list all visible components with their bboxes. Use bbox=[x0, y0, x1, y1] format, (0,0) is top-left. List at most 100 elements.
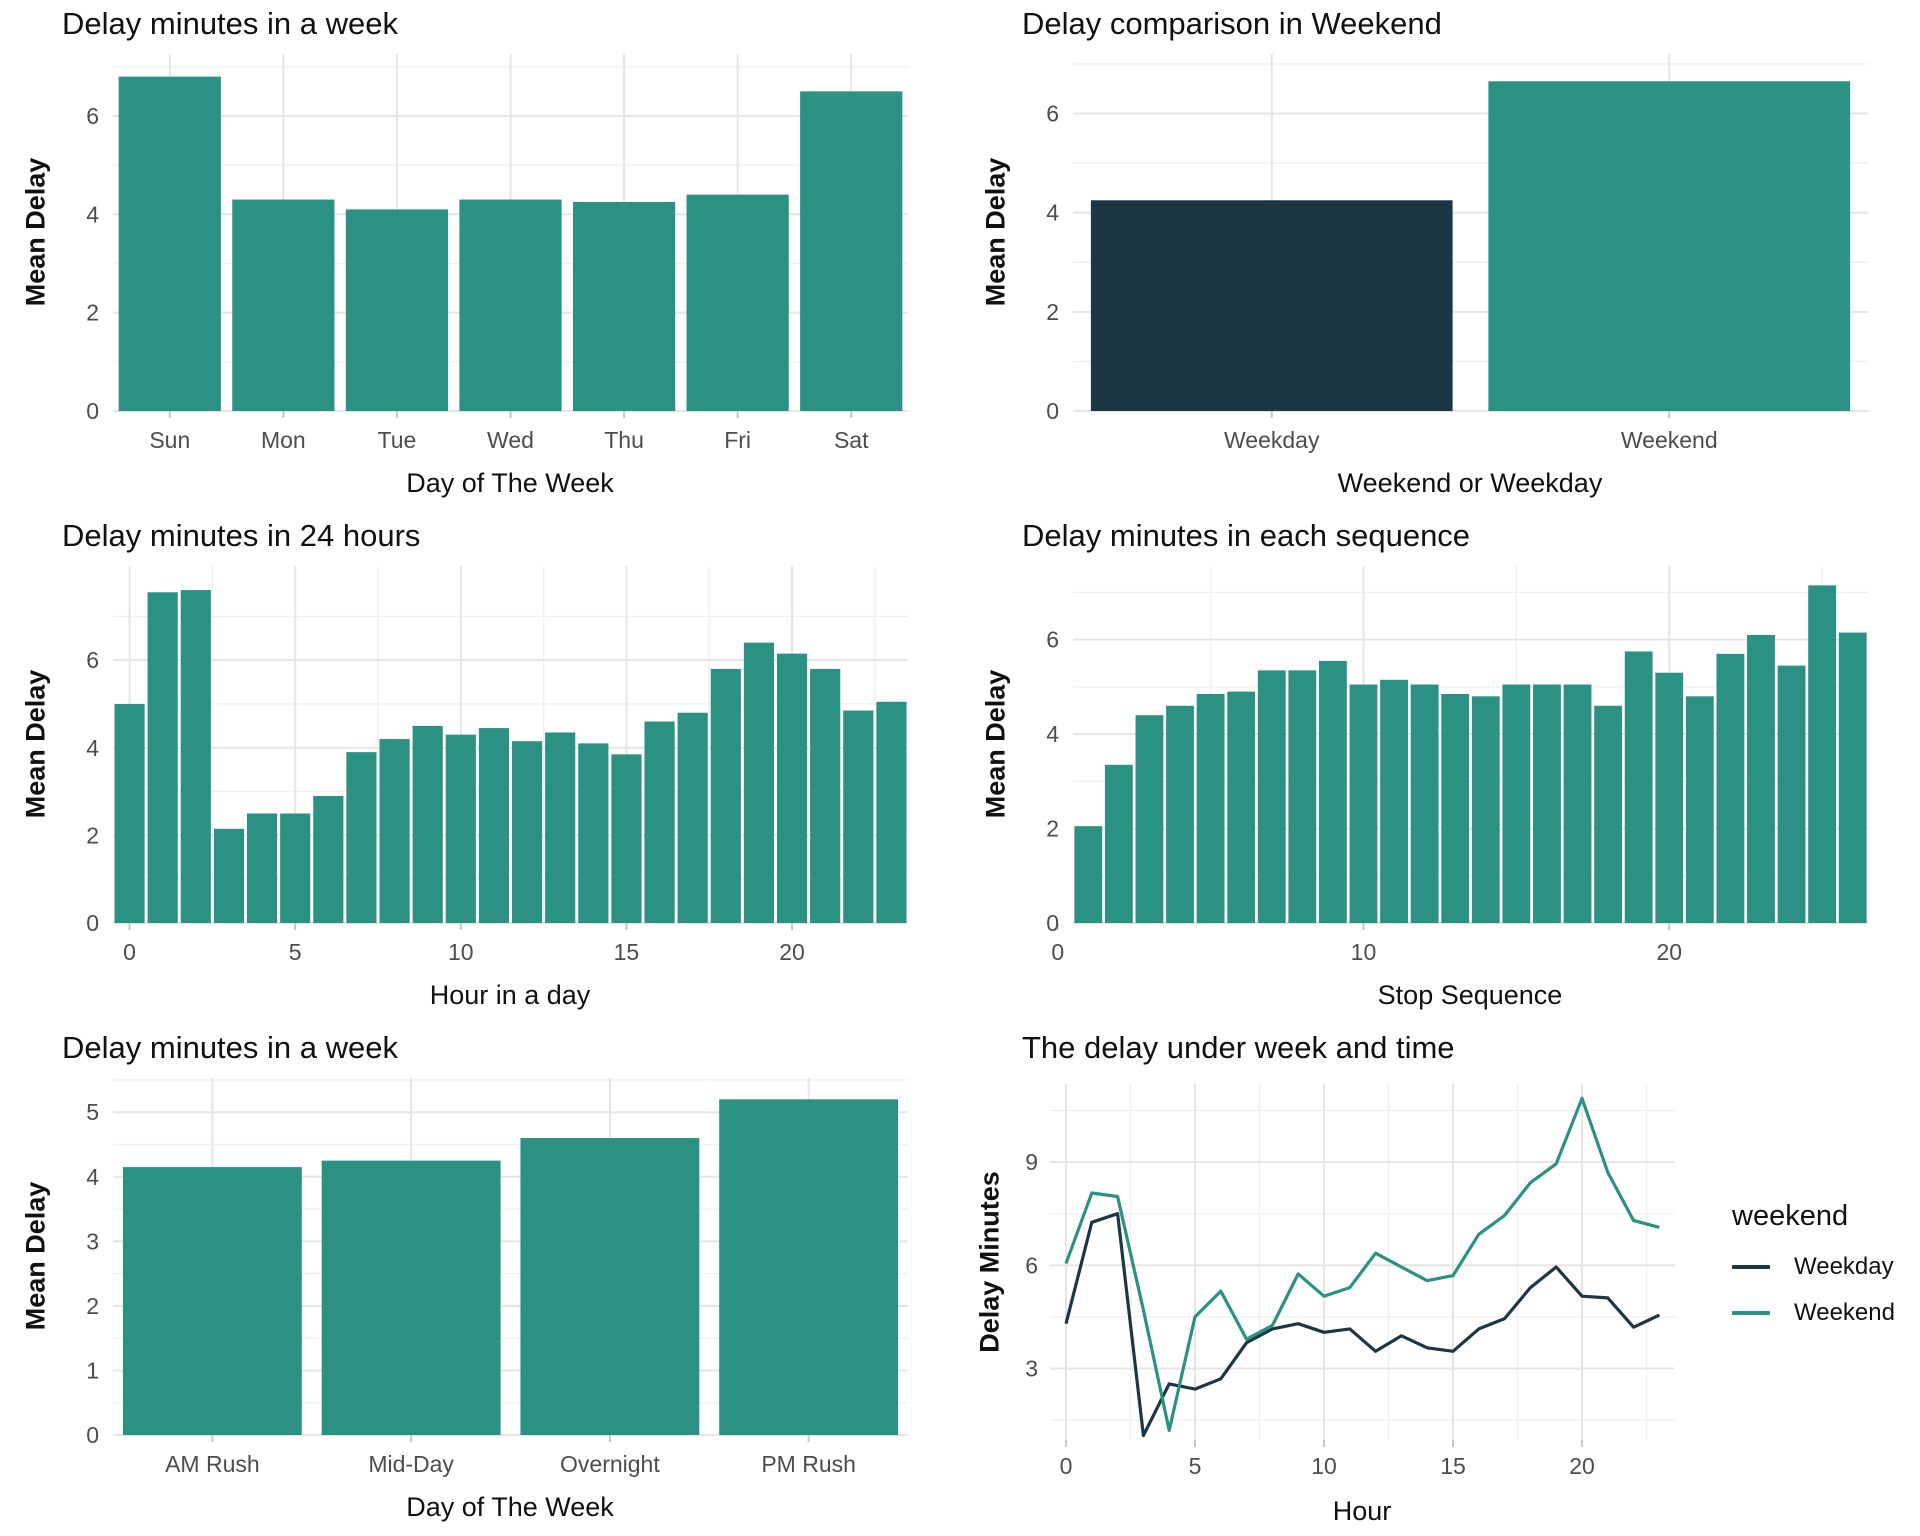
panel-delay-by-day: Delay minutes in a week Mean Delay Sun Mo… bbox=[0, 0, 960, 512]
bars-group bbox=[122, 1099, 899, 1435]
bar bbox=[776, 653, 808, 923]
svg-text:0: 0 bbox=[86, 398, 99, 424]
x-axis-title: Day of The Week bbox=[406, 468, 614, 498]
bar bbox=[1135, 715, 1164, 923]
bars-group bbox=[114, 590, 907, 923]
svg-text:Sat: Sat bbox=[834, 427, 869, 453]
bar bbox=[1777, 665, 1806, 923]
bar-chart-stop-sequence: 0 10 20 0 2 4 6 bbox=[1046, 566, 1868, 965]
svg-text:0: 0 bbox=[1051, 939, 1064, 965]
bar bbox=[743, 642, 775, 923]
legend-item-label: Weekday bbox=[1794, 1253, 1894, 1280]
bar bbox=[1624, 651, 1653, 923]
svg-text:10: 10 bbox=[1311, 1453, 1337, 1479]
bars-group bbox=[1090, 81, 1851, 411]
bar bbox=[1288, 670, 1317, 923]
svg-text:3: 3 bbox=[1025, 1355, 1038, 1381]
svg-text:0: 0 bbox=[1046, 910, 1059, 936]
legend-title: weekend bbox=[1732, 1200, 1849, 1232]
bar bbox=[346, 752, 377, 923]
panel-delay-week-and-time: The delay under week and time Delay Minu… bbox=[960, 1024, 1920, 1536]
svg-text:1: 1 bbox=[86, 1357, 99, 1383]
bar bbox=[1488, 81, 1851, 411]
svg-text:20: 20 bbox=[1656, 939, 1682, 965]
bar bbox=[1196, 693, 1225, 923]
svg-text:Sun: Sun bbox=[149, 427, 190, 453]
svg-text:4: 4 bbox=[86, 1164, 99, 1190]
svg-text:10: 10 bbox=[1351, 939, 1377, 965]
bar bbox=[1533, 684, 1561, 923]
bar bbox=[1471, 696, 1500, 923]
axis-labels: 0 10 20 0 2 4 6 bbox=[1046, 627, 1682, 965]
svg-text:0: 0 bbox=[86, 910, 99, 936]
bar bbox=[213, 828, 245, 923]
svg-text:0: 0 bbox=[123, 939, 136, 965]
bar bbox=[578, 743, 609, 923]
panel-delay-by-time-period: Delay minutes in a week Mean Delay AM Ru… bbox=[0, 1024, 960, 1536]
svg-text:4: 4 bbox=[1046, 200, 1059, 226]
svg-text:2: 2 bbox=[1046, 299, 1059, 325]
axis-labels: AM Rush Mid-Day Overnight PM Rush 0 1 2 3 4 5 bbox=[86, 1099, 856, 1477]
line-chart-week-and-time: 0 5 10 15 20 3 6 9 bbox=[1025, 1084, 1675, 1479]
bar bbox=[1685, 696, 1714, 923]
svg-text:20: 20 bbox=[1569, 1453, 1595, 1479]
chart-title: Delay minutes in a week bbox=[62, 1030, 398, 1065]
svg-text:0: 0 bbox=[1046, 398, 1059, 424]
bar bbox=[1747, 634, 1775, 923]
bar bbox=[719, 1099, 899, 1435]
svg-text:5: 5 bbox=[1189, 1453, 1202, 1479]
bar-chart-day-of-week: Sun Mon Tue Wed Thu Fri Sat 0 2 4 6 bbox=[86, 54, 908, 453]
bar bbox=[1380, 679, 1408, 923]
svg-text:10: 10 bbox=[448, 939, 474, 965]
bar bbox=[710, 668, 741, 923]
bar bbox=[1655, 672, 1684, 923]
svg-text:Fri: Fri bbox=[724, 427, 751, 453]
svg-text:Wed: Wed bbox=[487, 427, 534, 453]
svg-text:9: 9 bbox=[1025, 1149, 1038, 1175]
x-axis-title: Day of The Week bbox=[406, 1492, 614, 1522]
svg-text:Weekend: Weekend bbox=[1621, 427, 1718, 453]
bar bbox=[1716, 653, 1745, 923]
svg-text:0: 0 bbox=[1060, 1453, 1073, 1479]
bar bbox=[412, 725, 443, 923]
bar bbox=[545, 732, 576, 923]
svg-text:2: 2 bbox=[86, 1293, 99, 1319]
bar bbox=[1318, 660, 1347, 923]
bar bbox=[800, 91, 903, 412]
legend-item-weekday: Weekday bbox=[1732, 1253, 1895, 1281]
series-line bbox=[1064, 1212, 1661, 1438]
bar bbox=[1594, 705, 1623, 923]
chart-title: Delay minutes in each sequence bbox=[1022, 518, 1471, 553]
bar bbox=[1257, 670, 1286, 923]
bar bbox=[876, 701, 907, 923]
svg-text:15: 15 bbox=[614, 939, 640, 965]
bars-group bbox=[118, 76, 903, 412]
legend: weekend Weekday Weekend bbox=[1732, 1200, 1895, 1345]
legend-item-label: Weekend bbox=[1794, 1299, 1895, 1326]
svg-text:4: 4 bbox=[1046, 721, 1059, 747]
bars-group bbox=[1074, 585, 1867, 923]
bar bbox=[180, 590, 211, 923]
svg-text:Overnight: Overnight bbox=[560, 1451, 660, 1477]
bar bbox=[313, 795, 344, 923]
svg-text:4: 4 bbox=[86, 201, 99, 227]
svg-text:2: 2 bbox=[86, 822, 99, 848]
gridlines bbox=[1050, 1084, 1675, 1440]
bar-chart-weekend-vs-weekday: Weekday Weekend 0 2 4 6 bbox=[1046, 54, 1868, 453]
svg-text:AM Rush: AM Rush bbox=[165, 1451, 260, 1477]
chart-title: Delay comparison in Weekend bbox=[1022, 6, 1442, 41]
svg-text:5: 5 bbox=[86, 1099, 99, 1125]
svg-text:2: 2 bbox=[1046, 816, 1059, 842]
svg-text:2: 2 bbox=[86, 300, 99, 326]
bar bbox=[280, 813, 311, 923]
svg-text:6: 6 bbox=[1025, 1252, 1038, 1278]
bar bbox=[246, 813, 278, 923]
bar bbox=[122, 1167, 302, 1435]
bar bbox=[810, 668, 841, 923]
weekday-line-key-icon bbox=[1732, 1265, 1770, 1269]
panel-weekend-comparison: Delay comparison in Weekend Mean Delay W… bbox=[960, 0, 1920, 512]
svg-text:Tue: Tue bbox=[378, 427, 417, 453]
bar bbox=[1502, 684, 1531, 923]
